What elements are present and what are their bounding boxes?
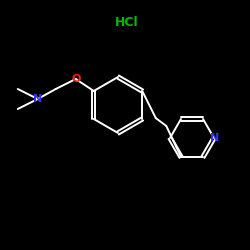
- Text: N: N: [33, 94, 42, 104]
- Text: N: N: [210, 133, 220, 143]
- Text: HCl: HCl: [115, 16, 139, 28]
- Text: O: O: [71, 74, 81, 84]
